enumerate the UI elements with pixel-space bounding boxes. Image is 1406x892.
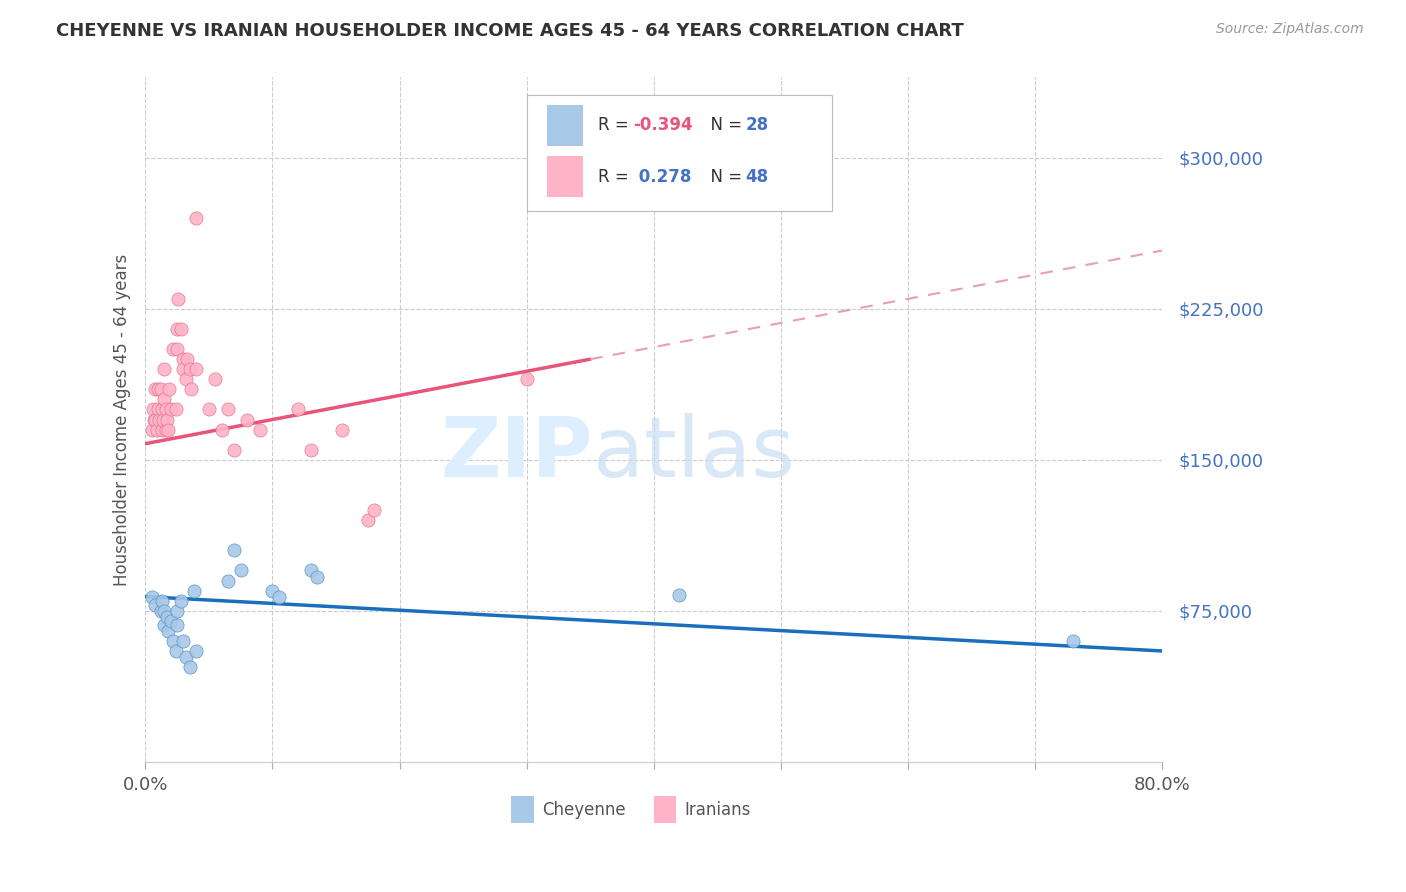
Point (174, 372, 197, 386)
Point (1062, 634, 1084, 648)
Point (357, 513, 380, 527)
Point (150, 423, 173, 437)
Point (363, 503, 385, 517)
Point (166, 604, 188, 618)
Point (155, 402, 177, 417)
Point (153, 617, 176, 632)
Point (198, 402, 221, 417)
Text: 0.278: 0.278 (634, 168, 692, 186)
Text: R =: R = (598, 116, 634, 135)
Point (224, 442, 246, 457)
Point (166, 617, 188, 632)
Point (249, 423, 271, 437)
Point (162, 634, 184, 648)
Point (172, 362, 194, 376)
Text: Cheyenne: Cheyenne (541, 800, 626, 819)
Point (145, 383, 167, 397)
Point (149, 383, 172, 397)
Point (156, 609, 179, 624)
Point (170, 593, 193, 607)
Point (150, 402, 173, 417)
Point (159, 614, 181, 628)
Point (174, 650, 197, 665)
Y-axis label: Householder Income Ages 45 - 64 years: Householder Income Ages 45 - 64 years (114, 253, 131, 586)
Point (146, 402, 169, 417)
FancyBboxPatch shape (654, 796, 676, 823)
Point (305, 569, 328, 583)
Point (157, 423, 180, 437)
Text: atlas: atlas (593, 413, 794, 494)
Point (145, 598, 167, 612)
Point (157, 624, 180, 638)
Point (146, 383, 169, 397)
Point (229, 564, 252, 578)
Text: ZIP: ZIP (440, 413, 593, 494)
Point (172, 634, 194, 648)
Text: 48: 48 (745, 168, 769, 186)
Text: Source: ZipAtlas.com: Source: ZipAtlas.com (1216, 22, 1364, 37)
Point (179, 362, 201, 376)
Point (141, 423, 163, 437)
Point (176, 352, 198, 367)
Point (155, 423, 177, 437)
Point (143, 412, 166, 426)
Point (516, 372, 538, 386)
Point (267, 590, 290, 604)
Point (262, 583, 284, 598)
Text: N =: N = (700, 116, 747, 135)
Point (287, 402, 309, 417)
Point (217, 402, 239, 417)
FancyBboxPatch shape (512, 796, 534, 823)
Point (179, 660, 201, 674)
Point (145, 423, 167, 437)
Point (162, 342, 184, 356)
Text: -0.394: -0.394 (634, 116, 693, 135)
Point (165, 644, 187, 658)
Point (299, 564, 322, 578)
Point (236, 412, 259, 426)
Text: N =: N = (700, 168, 747, 186)
Point (167, 292, 190, 306)
Point (149, 604, 172, 618)
Point (172, 352, 194, 367)
Point (166, 342, 188, 356)
Text: Iranians: Iranians (685, 800, 751, 819)
Point (165, 402, 187, 417)
Point (156, 412, 179, 426)
Point (153, 362, 176, 376)
Point (142, 402, 165, 417)
Point (153, 604, 176, 618)
Point (299, 442, 322, 457)
Point (141, 590, 163, 604)
FancyBboxPatch shape (547, 104, 582, 146)
Point (204, 372, 226, 386)
Point (186, 644, 208, 658)
Point (186, 362, 208, 376)
Point (159, 402, 181, 417)
Point (186, 211, 208, 226)
Point (217, 574, 239, 588)
Point (159, 383, 181, 397)
Point (150, 593, 173, 607)
Point (211, 423, 233, 437)
Text: 28: 28 (745, 116, 769, 135)
Point (180, 383, 202, 397)
Point (166, 322, 188, 336)
Point (330, 423, 353, 437)
Point (224, 543, 246, 558)
Point (145, 412, 167, 426)
FancyBboxPatch shape (547, 156, 582, 197)
Point (152, 412, 174, 426)
Point (153, 392, 176, 407)
Text: R =: R = (598, 168, 634, 186)
Point (148, 412, 170, 426)
Point (668, 588, 690, 602)
Point (170, 322, 193, 336)
Text: CHEYENNE VS IRANIAN HOUSEHOLDER INCOME AGES 45 - 64 YEARS CORRELATION CHART: CHEYENNE VS IRANIAN HOUSEHOLDER INCOME A… (56, 22, 965, 40)
FancyBboxPatch shape (527, 95, 832, 211)
Point (183, 583, 205, 598)
